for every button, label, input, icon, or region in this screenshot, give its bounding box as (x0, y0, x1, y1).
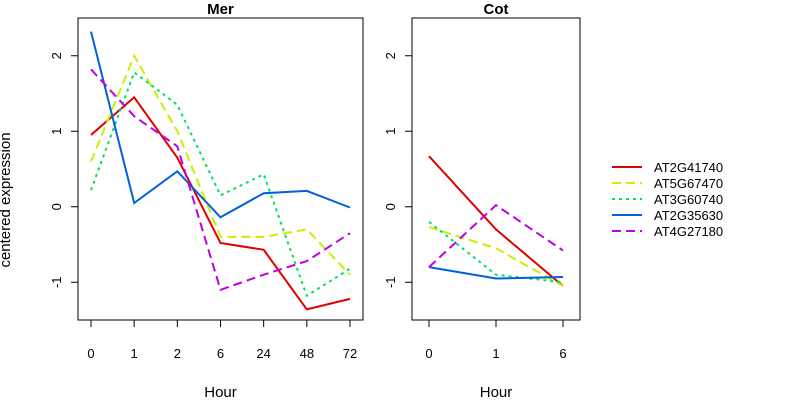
y-tick-label: 2 (49, 52, 64, 59)
legend-label: AT4G27180 (654, 224, 723, 239)
series-line-at2g41740 (428, 155, 564, 287)
plot-frame (77, 17, 364, 321)
legend: AT2G41740AT5G67470AT3G60740AT2G35630AT4G… (612, 160, 723, 239)
x-tick-label: 0 (87, 346, 94, 361)
legend-label: AT3G60740 (654, 192, 723, 207)
panel-mer: Mer -1 0 1 2 0 1 2 6 24 48 72 Hour (49, 1, 364, 400)
y-tick-label: -1 (49, 276, 64, 288)
x-axis-label: Hour (204, 384, 237, 400)
x-tick-label: 6 (559, 346, 566, 361)
series-line-at4g27180 (428, 203, 564, 268)
x-tick-label: 6 (217, 346, 224, 361)
legend-label: AT2G35630 (654, 208, 723, 223)
y-tick-label: 2 (383, 52, 398, 59)
y-tick-label: -1 (383, 276, 398, 288)
x-axis-label: Hour (480, 384, 513, 400)
x-tick-label: 2 (174, 346, 181, 361)
y-axis-label: centered expression (0, 132, 14, 267)
x-tick-label: 72 (343, 346, 357, 361)
series-line-at2g35630 (90, 31, 351, 219)
panel-title: Mer (207, 1, 234, 18)
series-line-at3g60740 (90, 70, 351, 298)
legend-label: AT2G41740 (654, 160, 723, 175)
series-line-at4g27180 (90, 68, 351, 292)
x-tick-label: 1 (131, 346, 138, 361)
series-line-at5g67470 (90, 53, 351, 276)
x-tick-label: 48 (300, 346, 314, 361)
series-line-at2g35630 (428, 266, 564, 280)
legend-label: AT5G67470 (654, 176, 723, 191)
series-line-at3g60740 (428, 221, 564, 284)
x-tick-label: 24 (256, 346, 270, 361)
series-line-at2g41740 (90, 95, 351, 311)
panel-title: Cot (484, 1, 509, 18)
y-tick-label: 0 (383, 203, 398, 210)
series-line-at5g67470 (428, 226, 564, 287)
y-tick-label: 1 (383, 128, 398, 135)
panel-cot: Cot -1 0 1 2 0 1 6 Hour (383, 1, 581, 400)
x-tick-label: 0 (425, 346, 432, 361)
y-tick-label: 1 (49, 128, 64, 135)
y-tick-label: 0 (49, 203, 64, 210)
x-tick-label: 1 (492, 346, 499, 361)
